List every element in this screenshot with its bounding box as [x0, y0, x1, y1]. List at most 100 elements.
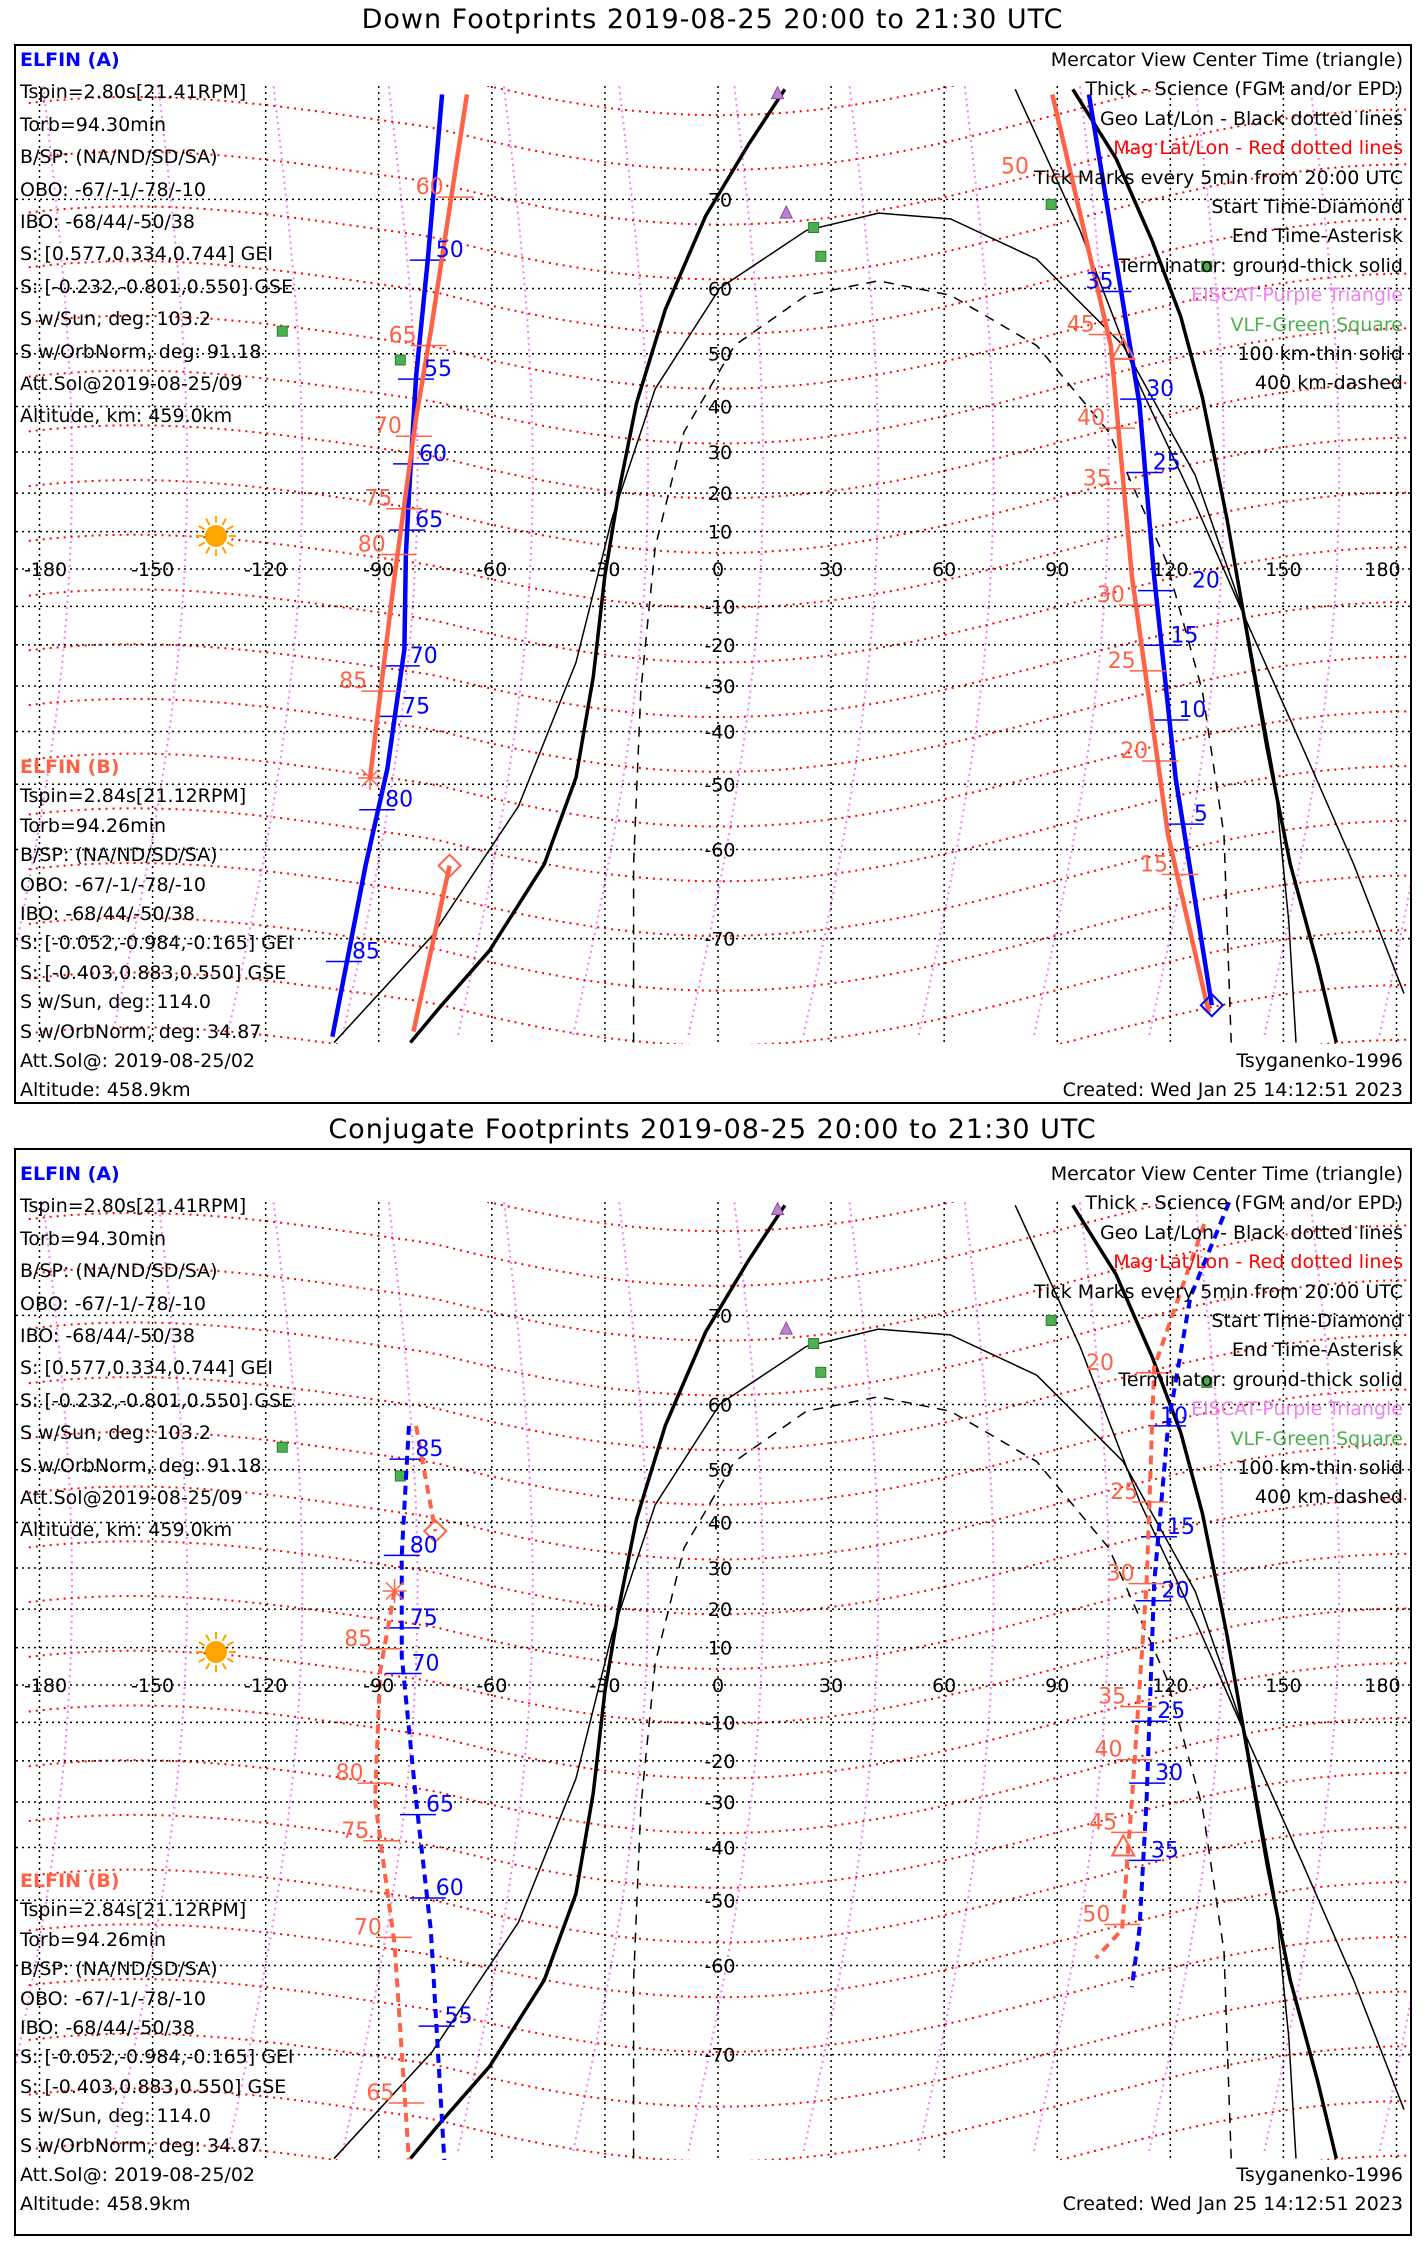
model-label: Tsyganenko-1996 [1236, 1050, 1403, 1072]
lon-tick-label: 0 [712, 1675, 724, 1697]
legend-line: 100 km-thin solid [1237, 343, 1403, 365]
lon-tick-label: -90 [363, 559, 394, 581]
elfin-a-info-line: S w/Sun, deg: 103.2 [20, 308, 211, 331]
vlf-site-square [1045, 198, 1057, 210]
map-panel-2 [16, 1202, 1410, 2160]
elfin-a-track [399, 1425, 447, 2160]
track-time-label: 80 [336, 1761, 364, 1786]
lat-tick-label: -70 [704, 929, 735, 951]
lon-tick-label: -120 [244, 1675, 287, 1697]
track-time-label: 75 [410, 1606, 438, 1631]
track-time-label: 70 [374, 414, 402, 439]
terminator-ground-line [409, 88, 787, 1044]
lat-tick-label: -60 [704, 1956, 735, 1978]
track-time-label: 35 [1098, 1685, 1126, 1710]
lat-tick-label: 70 [708, 189, 732, 211]
track-time-label: 25 [1157, 1699, 1185, 1724]
terminator-ground-line [1071, 1204, 1339, 2159]
elfin-b-heading: ELFIN (B) [20, 756, 120, 778]
center-time-triangle [1110, 1833, 1136, 1857]
track-time-label: 15 [1140, 853, 1168, 878]
elfin-b-info-line: Altitude: 458.9km [20, 2193, 191, 2216]
start-time-diamond [437, 853, 463, 879]
lat-tick-label: 30 [708, 1558, 732, 1580]
legend-line: Terminator: ground-thick solid [1118, 254, 1404, 277]
end-time-asterisk [382, 1579, 407, 1604]
lat-tick-label: -40 [704, 721, 735, 743]
mag-latitude-line [28, 819, 1410, 938]
lon-tick-label: -180 [24, 1675, 67, 1697]
legend-line: End Time-Asterisk [1231, 225, 1403, 248]
terminator-ground-line [1071, 88, 1339, 1043]
track-time-label: 85 [352, 940, 380, 965]
legend-line: EISCAT-Purple Triangle [1191, 284, 1403, 307]
elfin-b-info-line: Att.Sol@: 2019-08-25/02 [20, 1050, 256, 1072]
elfin-b-info-line: Tspin=2.84s[21.12RPM] [20, 1899, 247, 1922]
legend-line: Tick Marks every 5min from 20:00 UTC [1034, 166, 1403, 189]
lon-tick-label: -120 [244, 559, 287, 581]
legend-line: VLF-Green Square [1230, 1427, 1403, 1450]
legend-line: Thick - Science (FGM and/or EPD) [1085, 78, 1403, 101]
lat-tick-label: 10 [708, 1638, 732, 1660]
eiscat-site-triangle [770, 86, 785, 100]
track-time-label: 70 [410, 644, 438, 669]
elfin-b-info-line: S w/Sun, deg: 114.0 [20, 991, 211, 1014]
elfin-b-info-line: Att.Sol@: 2019-08-25/02 [20, 2164, 256, 2186]
lat-tick-label: 50 [708, 344, 732, 366]
elfin-a-info-line: S w/OrbNorm, deg: 91.18 [20, 340, 262, 363]
lat-tick-label: -50 [704, 1890, 735, 1912]
terminator-400km-line [632, 1396, 1232, 2159]
elfin-a-info-line: Att.Sol@2019-08-25/09 [20, 1487, 243, 1509]
lat-tick-label: -70 [704, 2045, 735, 2067]
legend-line: Thick - Science (FGM and/or EPD) [1085, 1192, 1403, 1215]
track-time-label: 80 [358, 532, 386, 557]
eiscat-site-triangle [770, 1202, 785, 1216]
elfin-a-info-line: Att.Sol@2019-08-25/09 [20, 373, 243, 395]
track-time-label: 75 [402, 694, 430, 719]
elfin-b-info-line: B/SP: (NA/ND/SD/SA) [20, 1958, 218, 1981]
elfin-b-info-line: IBO: -68/44/-50/38 [20, 2017, 195, 2039]
mag-latitude-line [28, 1935, 1410, 2054]
elfin-a-info-line: Torb=94.30min [20, 1227, 167, 1250]
legend-line: 100 km-thin solid [1237, 1457, 1403, 1479]
track-time-label: 55 [424, 357, 452, 382]
track-time-label: 40 [1094, 1738, 1122, 1763]
track-time-label: 10 [1160, 1404, 1188, 1429]
lat-tick-label: -20 [704, 635, 735, 657]
lon-tick-label: 60 [932, 1675, 956, 1697]
down-footprints-panel [14, 44, 1412, 1104]
elfin-a-info-line: Altitude, km: 459.0km [20, 1519, 233, 1542]
start-time-diamond [422, 1518, 448, 1544]
lon-tick-label: -30 [589, 559, 620, 581]
track-time-label: 20 [1120, 739, 1148, 764]
track-time-label: 40 [1077, 406, 1105, 431]
lat-tick-label: 30 [708, 442, 732, 464]
legend-line: 400 km-dashed [1254, 372, 1403, 395]
eiscat-site-triangle [779, 205, 794, 219]
terminator-100km-line [333, 212, 1297, 1044]
elfin-a-info-line: S: [-0.232,-0.801,0.550] GSE [20, 1389, 294, 1412]
elfin-b-track [411, 865, 452, 1033]
elfin-b-info-line: S: [-0.403,0.883,0.550] GSE [20, 2075, 287, 2098]
legend-line: 400 km-dashed [1254, 1486, 1403, 1509]
lon-tick-label: 30 [819, 559, 843, 581]
track-time-label: 30 [1155, 1761, 1183, 1786]
elfin-a-info-line: Tspin=2.80s[21.41RPM] [20, 1195, 247, 1218]
track-time-label: 55 [445, 2004, 473, 2029]
eiscat-site-triangle [779, 1321, 794, 1335]
track-time-label: 10 [1178, 698, 1206, 723]
track-time-label: 20 [1192, 569, 1220, 594]
panel2-title: Conjugate Footprints 2019-08-25 20:00 to… [328, 1114, 1097, 1145]
vlf-site-square [276, 325, 288, 337]
lat-tick-label: -50 [704, 774, 735, 796]
vlf-site-square [276, 1441, 288, 1453]
terminator-400km-line [632, 280, 1232, 1043]
lon-tick-label: 180 [1364, 1675, 1400, 1697]
vlf-site-square [808, 1338, 820, 1350]
lat-tick-label: -30 [704, 676, 735, 698]
elfin-b-info-line: OBO: -67/-1/-78/-10 [20, 1987, 206, 2010]
elfin-a-info-line: S w/Sun, deg: 103.2 [20, 1422, 211, 1445]
lon-tick-label: 90 [1045, 559, 1069, 581]
track-time-label: 15 [1167, 1515, 1195, 1540]
